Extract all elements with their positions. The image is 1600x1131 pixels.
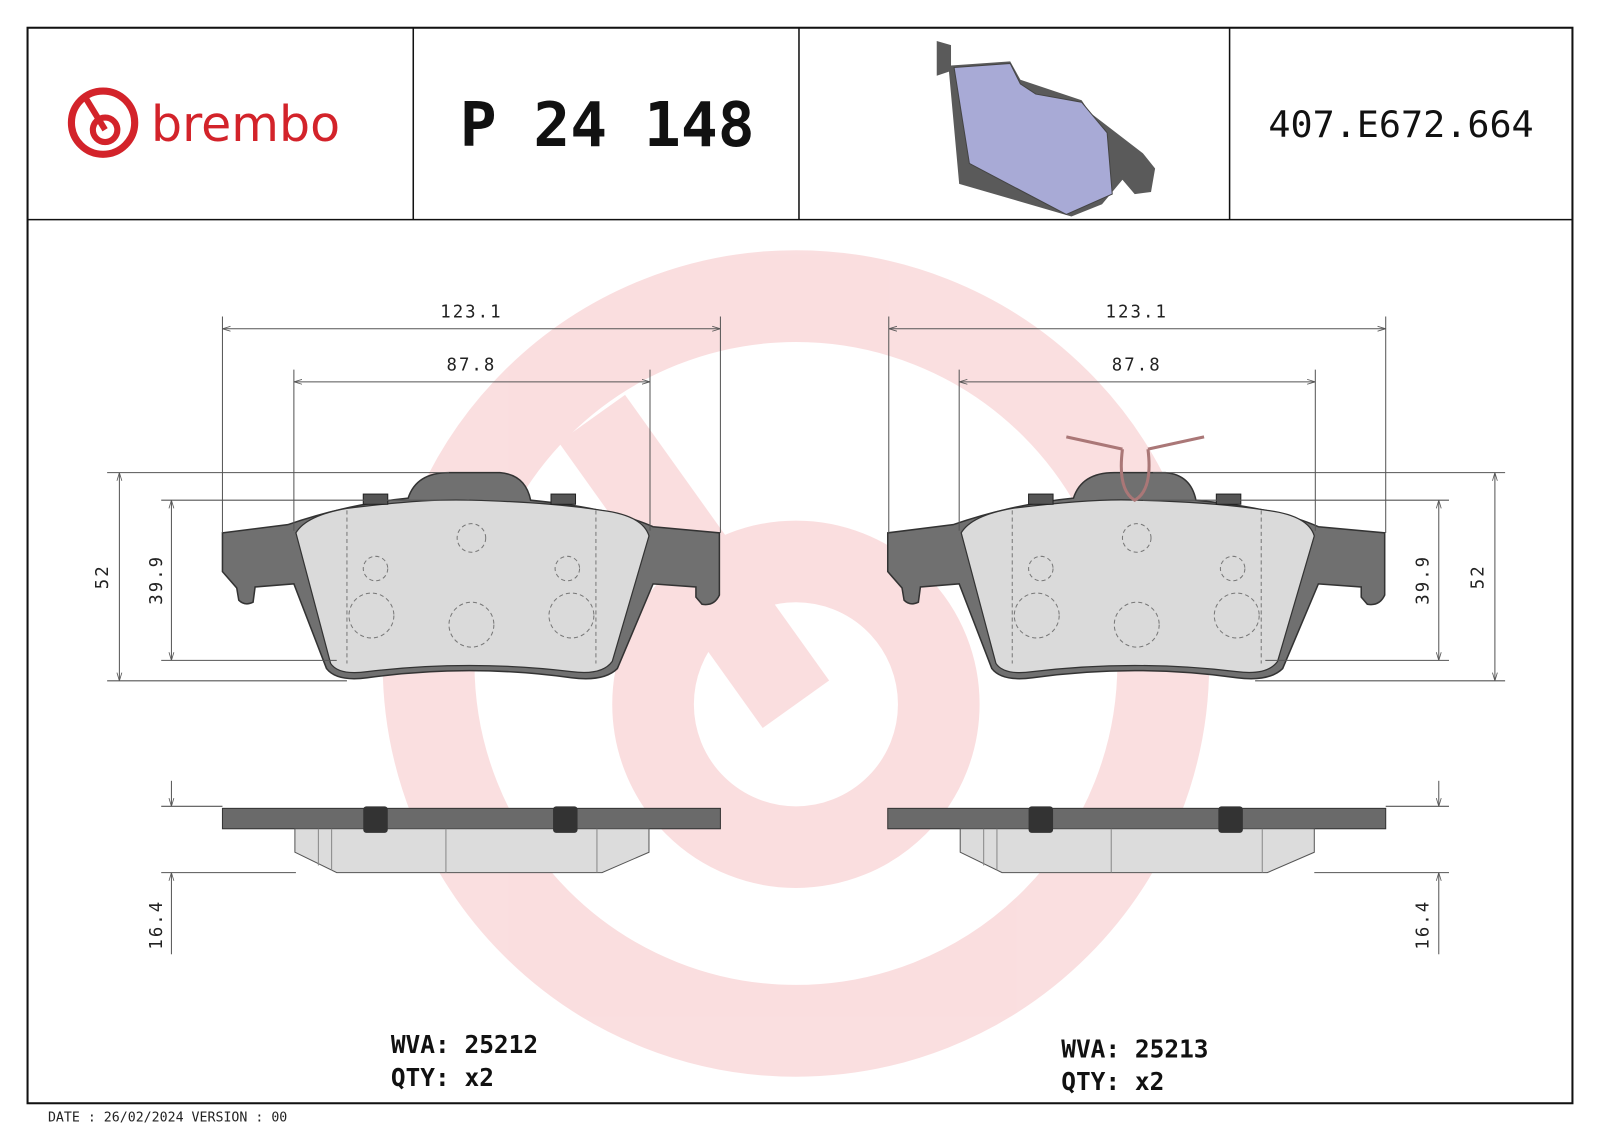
part-number: P 24 148 xyxy=(460,90,755,161)
part-code: 407.E672.664 xyxy=(1268,103,1533,146)
brand-name: brembo xyxy=(151,96,340,153)
quantity: QTY: x2 xyxy=(391,1063,494,1092)
right-pad-side xyxy=(887,805,1387,874)
dimension-label: 16.4 xyxy=(1414,900,1434,950)
spring-clip xyxy=(1066,435,1205,502)
wva-number: WVA: 25212 xyxy=(391,1030,538,1059)
dimension-label: 52 xyxy=(93,564,113,589)
dimension-label: 39.9 xyxy=(147,555,167,605)
left-dimensions xyxy=(107,316,721,955)
quantity: QTY: x2 xyxy=(1061,1067,1164,1096)
right-dimensions xyxy=(888,316,1506,955)
date-version: DATE : 26/02/2024 VERSION : 00 xyxy=(48,1111,287,1126)
dimension-label: 87.8 xyxy=(1112,356,1162,376)
frame xyxy=(26,26,1574,1105)
pad-icon xyxy=(936,41,1156,217)
left-pad-side xyxy=(221,805,721,874)
brand-logo xyxy=(67,87,139,158)
wva-number: WVA: 25213 xyxy=(1061,1034,1208,1063)
dimension-label: 87.8 xyxy=(446,356,496,376)
dimension-label: 123.1 xyxy=(440,303,502,323)
dimension-label: 16.4 xyxy=(147,900,167,950)
dimension-label: 39.9 xyxy=(1414,555,1434,605)
dimension-label: 123.1 xyxy=(1106,303,1168,323)
dimension-label: 52 xyxy=(1469,564,1489,589)
header-lines xyxy=(27,27,1573,221)
